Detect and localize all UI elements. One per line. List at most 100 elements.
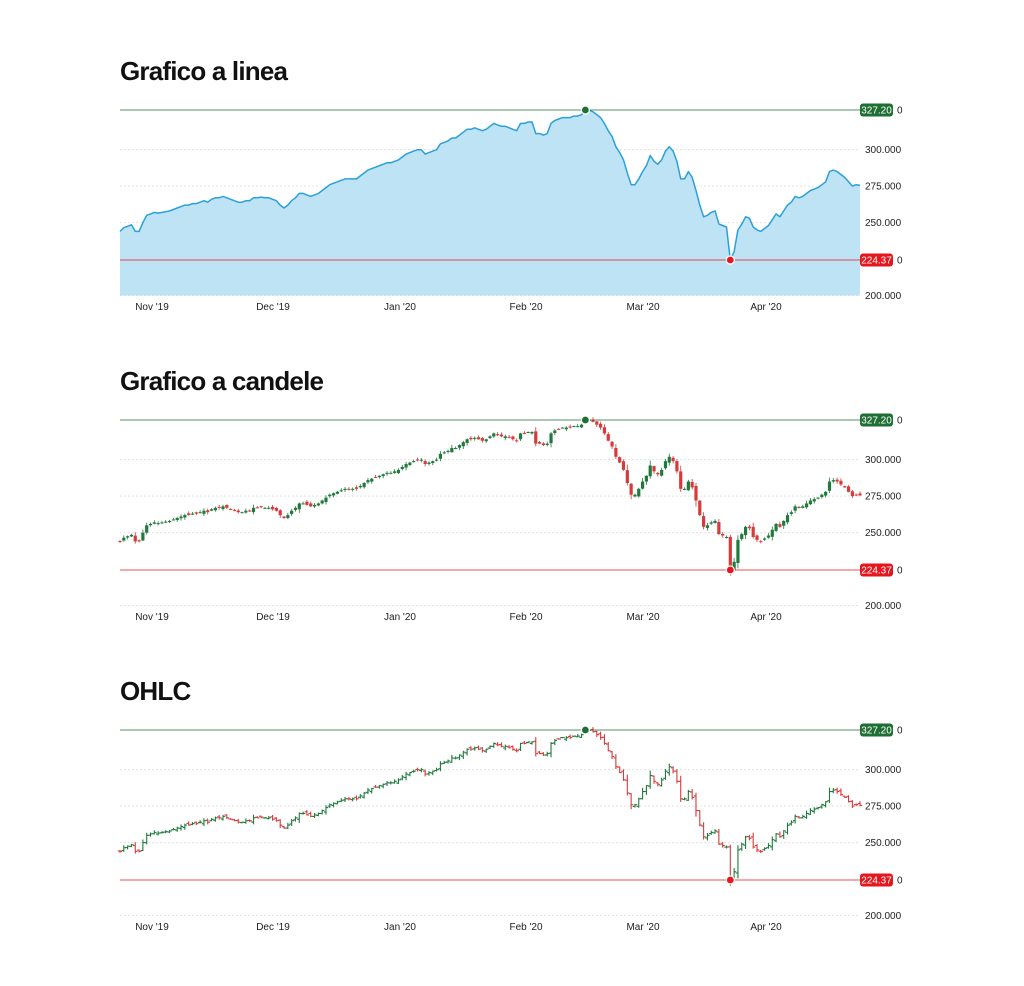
candle-body (293, 507, 298, 510)
candle-body (217, 506, 221, 508)
candle-body (759, 541, 763, 543)
candle-body (465, 439, 469, 443)
candle-body (682, 488, 687, 490)
candle-body (595, 421, 599, 425)
candle-body (766, 535, 771, 538)
candle-body (824, 491, 828, 496)
candle-body (164, 521, 168, 523)
candle-body (225, 504, 229, 508)
candle-body (721, 533, 725, 536)
candle-body (797, 506, 801, 508)
max-value-badge (860, 103, 893, 117)
candle-body (511, 436, 515, 440)
candle-body (370, 478, 374, 482)
candle-body (221, 506, 225, 510)
candle-body (507, 436, 511, 438)
max-value-badge (860, 413, 893, 427)
x-tick-label: Nov '19 (135, 612, 169, 623)
candle-body (774, 523, 778, 531)
candle-body (343, 488, 347, 490)
candle-body (209, 509, 214, 511)
candle-body (808, 500, 813, 505)
candle-body (671, 457, 675, 462)
candle-body (537, 442, 542, 444)
candle-body (656, 472, 660, 475)
candle-body (690, 481, 694, 488)
candle-body (747, 526, 751, 529)
max-point-marker (580, 105, 590, 115)
min-axis-tail: 0 (897, 876, 903, 887)
candle-body (736, 539, 740, 564)
candle-body (743, 526, 748, 536)
candle-body (606, 434, 610, 441)
candle-body (248, 510, 252, 512)
candle-body (713, 520, 717, 523)
x-tick-label: Apr '20 (750, 612, 782, 623)
candle-body (339, 490, 343, 492)
candle-body (408, 462, 412, 465)
candle-body (732, 561, 736, 571)
candle-body (381, 474, 385, 477)
candle-body (244, 510, 248, 513)
candle-body (679, 471, 683, 489)
candle-body (179, 516, 183, 519)
candle-body (831, 480, 835, 482)
candle-body (190, 513, 195, 515)
candle-body (621, 461, 626, 470)
candle-body (232, 509, 237, 511)
candle-body (251, 507, 256, 513)
max-axis-tail: 0 (897, 416, 903, 427)
candle-body (171, 519, 176, 521)
candle-body (827, 481, 832, 491)
y-tick-label: 250.000 (865, 838, 902, 849)
x-tick-label: Jan '20 (384, 612, 416, 623)
x-tick-label: Apr '20 (750, 922, 782, 933)
candle-body (503, 436, 507, 438)
candle-body (843, 486, 847, 488)
ohlc-chart: 200.000 250.000 275.000 300.000 Nov '19 Dec '… (117, 723, 903, 933)
y-tick-label: 250.000 (865, 218, 902, 229)
candle-body (553, 430, 557, 434)
y-tick-label: 300.000 (865, 765, 902, 776)
candlestick-chart-title: Grafico a candele (120, 366, 324, 396)
x-tick-label: Feb '20 (509, 302, 542, 313)
candle-body (560, 427, 565, 429)
candlestick-chart: 200.000 250.000 275.000 300.000 Nov '19 Dec '… (118, 413, 903, 623)
min-value-badge (860, 253, 893, 267)
y-tick-label: 275.000 (865, 802, 902, 813)
candle-body (175, 518, 179, 521)
x-tick-label: Nov '19 (135, 922, 169, 933)
candle-body (850, 491, 854, 497)
min-value-label: 224.37 (861, 876, 892, 887)
y-tick-label: 275.000 (865, 182, 902, 193)
max-point-marker (580, 415, 590, 425)
candle-body (366, 480, 370, 483)
candle-body (793, 506, 797, 511)
candle-body (686, 481, 690, 491)
candle-body (434, 459, 439, 461)
x-tick-label: Mar '20 (626, 302, 659, 313)
candle-body (564, 427, 568, 430)
candle-body (702, 516, 706, 527)
x-tick-label: Dec '19 (256, 612, 290, 623)
candle-body (496, 434, 500, 436)
candle-body (324, 497, 328, 503)
candle-body (419, 459, 423, 461)
candle-body (297, 503, 301, 510)
candle-body (709, 522, 713, 524)
candle-body (148, 523, 153, 526)
candle-body (660, 469, 664, 476)
candle-body (301, 503, 305, 505)
candle-body (568, 426, 572, 428)
min-value-label: 224.37 (861, 566, 892, 577)
x-tick-label: Jan '20 (384, 302, 416, 313)
candle-body (858, 493, 862, 496)
candle-body (724, 536, 729, 538)
x-tick-label: Feb '20 (509, 922, 542, 933)
candle-body (412, 461, 416, 463)
candle-body (309, 503, 313, 507)
candle-body (618, 457, 622, 463)
x-tick-label: Dec '19 (256, 302, 290, 313)
min-point-marker (725, 255, 735, 265)
candle-body (351, 488, 355, 490)
